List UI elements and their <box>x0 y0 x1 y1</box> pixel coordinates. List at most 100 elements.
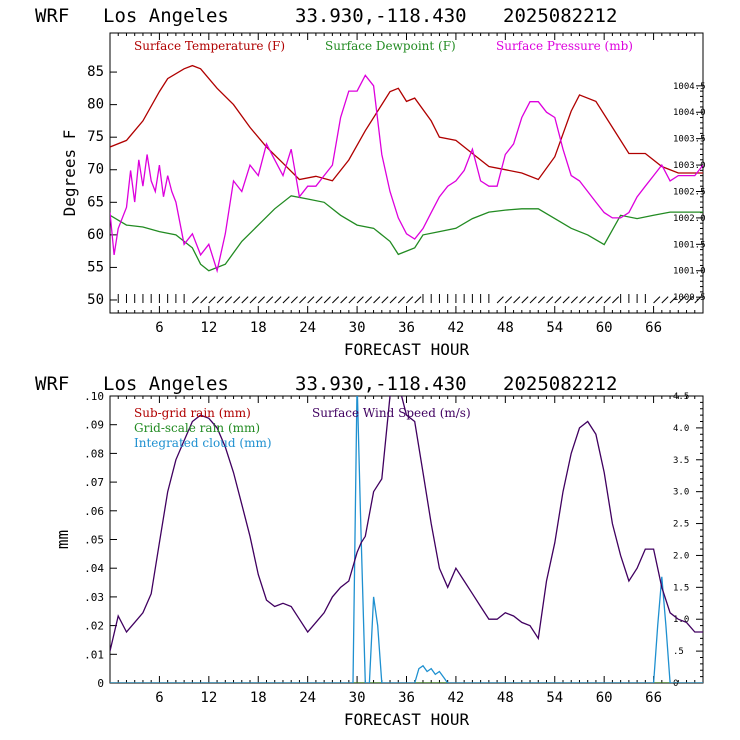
series-group <box>110 396 703 683</box>
wind-barb <box>595 296 603 304</box>
x-axis-label: FORECAST HOUR <box>344 710 470 729</box>
x-tick-label: 6 <box>155 320 163 336</box>
series-group <box>110 64 703 274</box>
y2-tick-label: 1004.5 <box>673 82 706 92</box>
chart-header: WRF Los Angeles 33.930,-118.430 2025082212 <box>35 373 617 395</box>
series-line <box>110 396 703 652</box>
x-tick-label: 54 <box>546 690 563 706</box>
wind-barb <box>587 296 595 304</box>
wind-barb <box>224 296 233 304</box>
chart-panel-2: WRF Los Angeles 33.930,-118.430 2025082212 6… <box>35 373 704 729</box>
y-tick-label: .03 <box>84 591 104 604</box>
y2-tick-label: 1.5 <box>673 583 689 593</box>
legend-entry: Surface Pressure (mb) <box>496 39 633 53</box>
y2-tick-label: 1002.0 <box>673 214 706 224</box>
wind-barb <box>282 296 290 304</box>
x-tick-label: 60 <box>596 690 613 706</box>
wind-barb <box>373 296 381 304</box>
y-axis-label: mm <box>53 530 72 549</box>
legend-entry: Surface Dewpoint (F) <box>325 39 456 53</box>
plot-frame <box>109 32 704 314</box>
y-tick-label: .09 <box>84 419 104 432</box>
wind-barb <box>266 296 274 304</box>
wind-barb <box>200 296 208 304</box>
x-tick-label: 24 <box>299 690 316 706</box>
y2-tick-label: 3.0 <box>673 488 689 498</box>
wind-barb <box>546 296 554 304</box>
wind-barb <box>323 296 331 304</box>
y-tick-label: 80 <box>87 97 104 113</box>
y2-tick-label: 4.0 <box>673 424 689 434</box>
x-tick-label: 18 <box>250 320 267 336</box>
legend-entry: Grid-scale rain (mm) <box>134 421 260 435</box>
wind-barb <box>570 296 578 304</box>
wind-barb <box>529 296 537 304</box>
y-tick-label: 0 <box>97 677 104 690</box>
y2-tick-label: 2.0 <box>673 551 689 561</box>
series-line <box>110 195 703 272</box>
y-tick-label: 75 <box>87 129 104 145</box>
wind-barb <box>677 296 686 304</box>
y-tick-label: .07 <box>84 476 104 489</box>
wind-barb <box>299 296 307 304</box>
y-tick-label: .10 <box>84 390 104 403</box>
legend-entry: Integrated cloud (mm) <box>134 436 272 450</box>
series-line <box>110 64 703 182</box>
y-tick-label: 85 <box>87 64 104 80</box>
y2-tick-label: 3.5 <box>673 456 689 466</box>
wind-barb <box>612 296 620 304</box>
wind-barb <box>669 296 677 304</box>
x-tick-label: 54 <box>546 320 563 336</box>
wind-barb <box>315 296 323 304</box>
legend: Surface Temperature (F) Surface Dewpoint … <box>134 39 633 53</box>
wind-barb <box>579 296 587 304</box>
legend: Sub-grid rain (mm)Grid-scale rain (mm)In… <box>134 406 471 450</box>
y-tick-label: 50 <box>87 292 104 308</box>
y2-tick-label: 1000.5 <box>673 293 706 303</box>
wind-barb <box>257 296 265 304</box>
wind-barbs <box>117 294 702 304</box>
wind-barb <box>364 296 373 304</box>
wind-barb <box>537 296 545 304</box>
wind-barb <box>521 296 529 304</box>
y2-tick-label: 1004.0 <box>673 108 706 118</box>
wind-barb <box>348 296 356 304</box>
x-tick-label: 18 <box>250 690 267 706</box>
header-run: 2025082212 <box>503 5 617 27</box>
y2-tick-label: 1001.5 <box>673 240 706 250</box>
series-line <box>110 74 703 274</box>
header-coords: 33.930,-118.430 <box>295 5 467 27</box>
chart-panel-1: WRF Los Angeles 33.930,-118.430 2025082212 6… <box>35 5 706 359</box>
y-tick-label: 60 <box>87 227 104 243</box>
x-tick-label: 42 <box>447 320 464 336</box>
wind-barb <box>397 296 405 304</box>
wind-barb <box>332 296 340 304</box>
wind-barb <box>208 296 216 304</box>
wind-barb <box>241 296 249 304</box>
y-tick-label: .08 <box>84 447 104 460</box>
y-tick-label: .02 <box>84 620 104 633</box>
y2-tick-label: 1002.5 <box>673 187 706 197</box>
y-tick-label: .05 <box>84 534 104 547</box>
wind-barb <box>249 296 257 304</box>
x-tick-label: 24 <box>299 320 316 336</box>
chart-header: WRF Los Angeles 33.930,-118.430 2025082212 <box>35 5 617 27</box>
y-tick-label: .06 <box>84 505 104 518</box>
wind-barb <box>340 296 348 304</box>
y-tick-label: 70 <box>87 162 104 178</box>
x-tick-label: 36 <box>398 690 415 706</box>
wind-barb <box>504 296 513 304</box>
series-line <box>110 396 703 683</box>
wind-barb <box>661 296 669 304</box>
x-tick-label: 6 <box>155 690 163 706</box>
wind-barb <box>233 296 241 304</box>
y2-tick-label: 0 <box>673 679 678 689</box>
y2-tick-label: 2.5 <box>673 520 689 530</box>
header-run: 2025082212 <box>503 373 617 395</box>
wind-barb <box>307 296 315 304</box>
x-tick-label: 66 <box>645 690 662 706</box>
header-location: Los Angeles <box>103 373 229 395</box>
header-model: WRF <box>35 5 69 27</box>
x-tick-label: 48 <box>497 320 514 336</box>
